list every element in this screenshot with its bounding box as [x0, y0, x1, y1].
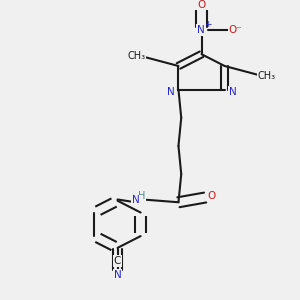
Text: CH₃: CH₃ — [258, 71, 276, 81]
Text: O: O — [207, 191, 216, 201]
Text: N: N — [229, 87, 236, 97]
Text: N: N — [167, 87, 175, 97]
Text: N: N — [197, 25, 205, 35]
Text: C: C — [114, 256, 121, 266]
Text: O⁻: O⁻ — [228, 25, 242, 35]
Text: +: + — [204, 20, 212, 28]
Text: CH₃: CH₃ — [127, 51, 145, 61]
Text: N: N — [132, 195, 140, 206]
Text: N: N — [114, 270, 122, 280]
Text: O: O — [197, 0, 206, 10]
Text: H: H — [138, 191, 145, 201]
